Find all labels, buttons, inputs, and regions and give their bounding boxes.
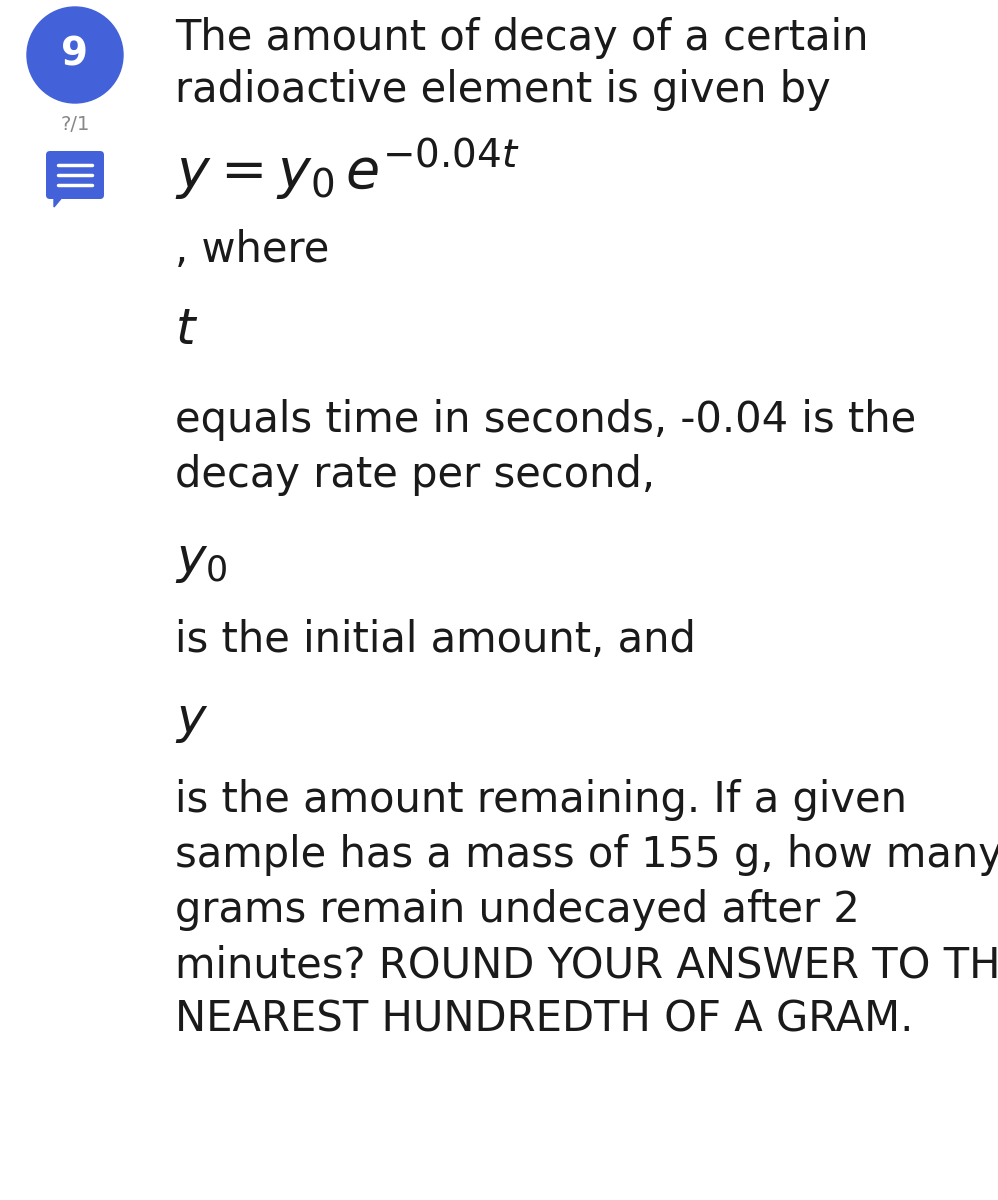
Polygon shape	[54, 194, 64, 206]
Text: sample has a mass of 155 g, how many: sample has a mass of 155 g, how many	[175, 834, 998, 876]
Text: minutes? ROUND YOUR ANSWER TO THE: minutes? ROUND YOUR ANSWER TO THE	[175, 944, 998, 986]
Text: $t$: $t$	[175, 305, 199, 355]
Text: ?/1: ?/1	[60, 115, 90, 134]
Text: 9: 9	[62, 36, 89, 74]
Text: equals time in seconds, -0.04 is the: equals time in seconds, -0.04 is the	[175, 398, 916, 440]
Text: $y$: $y$	[175, 695, 209, 745]
Text: grams remain undecayed after 2: grams remain undecayed after 2	[175, 889, 859, 931]
Text: decay rate per second,: decay rate per second,	[175, 454, 655, 496]
Text: $y = y_0\,e^{-0.04t}$: $y = y_0\,e^{-0.04t}$	[175, 137, 520, 203]
Text: NEAREST HUNDREDTH OF A GRAM.: NEAREST HUNDREDTH OF A GRAM.	[175, 998, 913, 1040]
FancyBboxPatch shape	[46, 151, 104, 199]
Text: , where: , where	[175, 229, 329, 271]
Text: is the initial amount, and: is the initial amount, and	[175, 619, 696, 661]
Text: is the amount remaining. If a given: is the amount remaining. If a given	[175, 779, 907, 821]
Text: $y_0$: $y_0$	[175, 535, 228, 584]
Text: The amount of decay of a certain: The amount of decay of a certain	[175, 17, 868, 59]
Circle shape	[27, 7, 123, 103]
Text: radioactive element is given by: radioactive element is given by	[175, 68, 830, 110]
